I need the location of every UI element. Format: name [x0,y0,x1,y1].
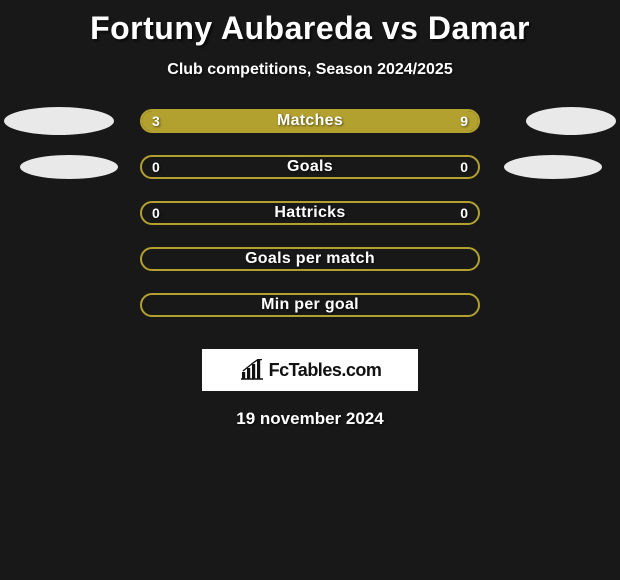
stat-label: Min per goal [142,295,478,315]
stat-label: Goals [142,157,478,177]
stat-bar: 39Matches [140,109,480,133]
stat-row: Min per goal [0,293,620,339]
stat-row: 00Hattricks [0,201,620,247]
stat-row: 39Matches [0,109,620,155]
stat-bar: Goals per match [140,247,480,271]
stat-label: Goals per match [142,249,478,269]
team-right-badge [526,107,616,135]
page-title: Fortuny Aubareda vs Damar [0,0,620,47]
stat-label: Hattricks [142,203,478,223]
date-label: 19 november 2024 [0,409,620,429]
logo-text: FcTables.com [269,360,382,381]
stat-bar: 00Hattricks [140,201,480,225]
stat-bar: Min per goal [140,293,480,317]
stat-label: Matches [142,111,478,131]
team-left-badge [20,155,118,179]
stat-row: 00Goals [0,155,620,201]
team-left-badge [4,107,114,135]
stat-row: Goals per match [0,247,620,293]
bar-chart-icon [239,359,265,381]
team-right-badge [504,155,602,179]
logo-box: FcTables.com [202,349,418,391]
comparison-rows: 39Matches 00Goals 00Hattricks Goals per mat… [0,109,620,339]
stat-bar: 00Goals [140,155,480,179]
subtitle: Club competitions, Season 2024/2025 [0,61,620,79]
